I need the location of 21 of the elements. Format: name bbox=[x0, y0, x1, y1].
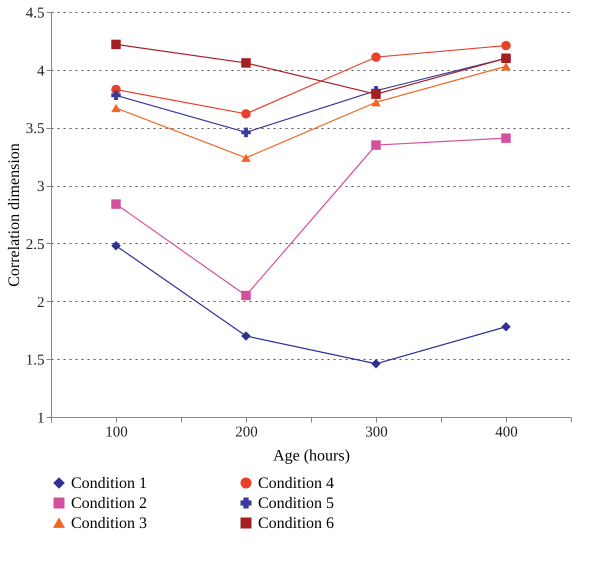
point bbox=[371, 359, 381, 369]
x-tick-label: 100 bbox=[105, 424, 128, 440]
legend-label: Condition 5 bbox=[258, 495, 334, 512]
x-tick-label: 400 bbox=[495, 424, 518, 440]
y-tick-label: 1 bbox=[37, 410, 44, 426]
x-axis-title: Age (hours) bbox=[273, 448, 350, 464]
y-tick-label: 4 bbox=[37, 63, 45, 80]
x-tick-label: 300 bbox=[365, 424, 388, 440]
x-tick-label: 200 bbox=[235, 424, 258, 440]
legend-label: Condition 6 bbox=[258, 515, 334, 532]
y-tick-label: 1.5 bbox=[26, 352, 44, 369]
y-tick-label: 4.5 bbox=[26, 6, 44, 22]
y-tick-label: 2 bbox=[37, 294, 44, 311]
y-tick-label: 2.5 bbox=[26, 236, 44, 253]
y-tick-label: 3 bbox=[37, 179, 44, 196]
legend-label: Condition 3 bbox=[71, 515, 148, 532]
legend-label: Condition 2 bbox=[71, 495, 148, 512]
y-axis-title: Correlation dimension bbox=[6, 143, 23, 287]
legend-label: Condition 4 bbox=[258, 475, 334, 492]
legend-label: Condition 1 bbox=[71, 475, 148, 492]
y-tick-label: 3.5 bbox=[26, 121, 44, 138]
